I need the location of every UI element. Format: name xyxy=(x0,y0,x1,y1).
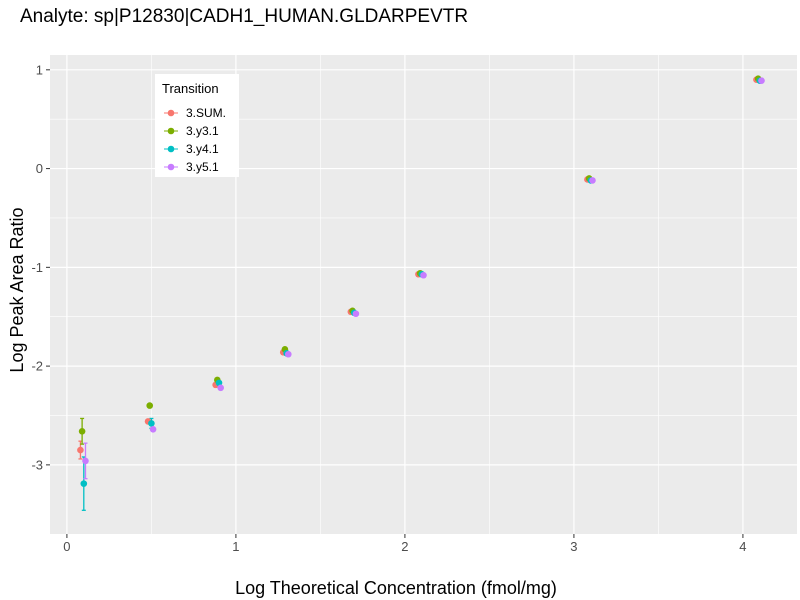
x-tick-label: 4 xyxy=(739,539,746,554)
legend-label: 3.y5.1 xyxy=(186,160,219,174)
data-point xyxy=(758,77,765,84)
legend-key-marker xyxy=(167,145,175,153)
legend-items: 3.SUM. 3.y3.1 3.y4.1 3.y5.1 xyxy=(164,106,226,174)
x-tick-label: 3 xyxy=(570,539,577,554)
data-point xyxy=(352,310,360,318)
x-axis-title: Log Theoretical Concentration (fmol/mg) xyxy=(235,578,557,598)
data-point xyxy=(284,350,292,358)
legend-box xyxy=(155,74,239,177)
legend-key-marker xyxy=(167,127,175,135)
legend-title: Transition xyxy=(162,81,219,96)
x-tick-label: 0 xyxy=(63,539,70,554)
chart-title: Analyte: sp|P12830|CADH1_HUMAN.GLDARPEVT… xyxy=(20,6,468,27)
x-tick-label: 2 xyxy=(401,539,408,554)
data-point xyxy=(420,271,427,279)
y-tick-label: 0 xyxy=(36,161,43,176)
data-point xyxy=(146,402,154,409)
y-axis-title: Log Peak Area Ratio xyxy=(7,207,27,372)
x-tick-label: 1 xyxy=(232,539,239,554)
data-point xyxy=(82,457,89,465)
legend-key-marker xyxy=(167,109,175,117)
y-tick-label: -1 xyxy=(31,260,43,275)
data-point xyxy=(80,480,88,487)
major-gridlines xyxy=(50,55,797,534)
x-axis-ticks: 0 1 2 3 4 xyxy=(63,534,747,554)
y-tick-label: 1 xyxy=(36,62,43,77)
legend-label: 3.y4.1 xyxy=(186,142,219,156)
data-point xyxy=(77,446,84,454)
data-point xyxy=(149,426,157,433)
data-point xyxy=(589,177,596,184)
data-point xyxy=(217,384,224,392)
data-points xyxy=(77,75,765,487)
legend-label: 3.SUM. xyxy=(186,106,226,120)
legend-label: 3.y3.1 xyxy=(186,124,219,138)
legend-key-marker xyxy=(167,163,175,171)
data-point xyxy=(78,427,86,435)
data-point xyxy=(148,420,155,427)
y-tick-label: -3 xyxy=(31,457,43,472)
legend: Transition 3.SUM. 3.y3.1 3.y4.1 3.y5.1 xyxy=(155,74,239,177)
y-axis-ticks: 1 0 -1 -2 -3 xyxy=(31,62,50,472)
y-tick-label: -2 xyxy=(31,359,43,374)
